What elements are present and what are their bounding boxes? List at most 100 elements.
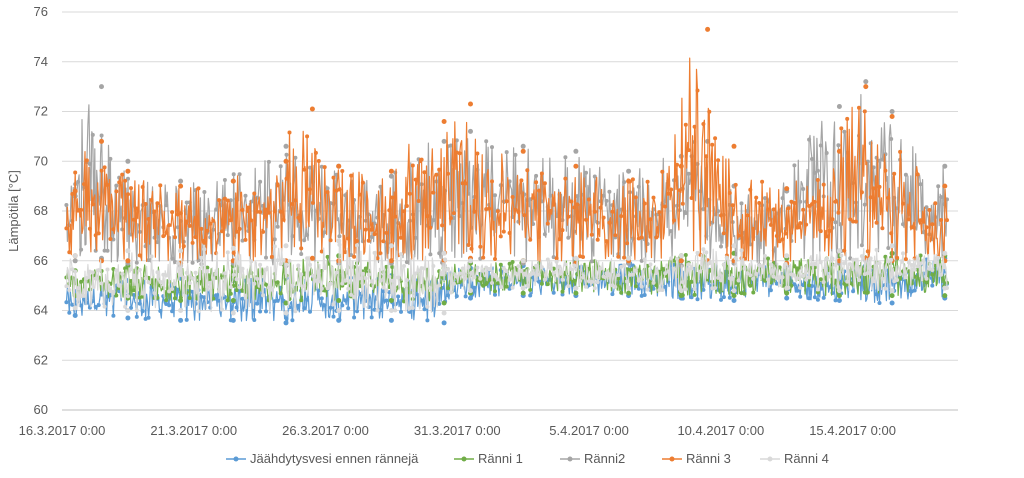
data-point	[131, 293, 136, 297]
data-point	[880, 226, 885, 231]
data-point	[719, 213, 723, 218]
data-point	[178, 317, 184, 323]
data-point	[283, 310, 289, 316]
data-point	[768, 262, 773, 267]
data-point	[836, 293, 842, 299]
data-point	[504, 269, 509, 273]
data-point	[155, 201, 160, 206]
data-point	[134, 308, 139, 313]
data-point	[862, 290, 867, 295]
data-point	[510, 195, 515, 199]
data-point	[859, 190, 864, 195]
data-point	[446, 266, 450, 271]
data-point	[404, 204, 409, 208]
data-point	[619, 290, 624, 295]
data-point	[469, 270, 474, 275]
data-point	[360, 271, 365, 276]
data-point	[705, 26, 711, 32]
data-point	[836, 298, 842, 303]
data-point	[678, 163, 684, 169]
data-point	[137, 267, 142, 272]
data-point	[490, 281, 494, 285]
data-point	[504, 199, 509, 204]
data-point	[284, 152, 289, 157]
data-point	[851, 257, 856, 262]
data-point	[246, 278, 251, 283]
data-point	[349, 173, 354, 178]
data-point	[469, 246, 474, 251]
data-point	[272, 209, 277, 214]
data-point	[493, 289, 497, 294]
data-point	[193, 270, 198, 275]
data-point	[845, 282, 850, 287]
data-point	[357, 276, 362, 281]
data-point	[319, 286, 324, 291]
data-point	[463, 181, 468, 186]
data-point	[416, 199, 421, 203]
data-point	[504, 150, 509, 155]
data-point	[178, 248, 184, 254]
data-point	[719, 278, 723, 283]
data-point	[792, 282, 797, 287]
data-point	[125, 158, 131, 164]
data-point	[425, 318, 430, 323]
data-point	[663, 204, 668, 209]
legend-label: Ränni 1	[478, 451, 523, 466]
data-point	[768, 288, 773, 293]
data-point	[636, 286, 641, 291]
data-point	[137, 253, 142, 258]
data-point	[719, 297, 723, 302]
data-point	[384, 298, 389, 303]
data-point	[807, 296, 812, 301]
data-point	[146, 280, 151, 285]
data-point	[388, 298, 394, 303]
data-point	[243, 237, 248, 242]
data-point	[573, 285, 579, 291]
data-point	[566, 284, 571, 289]
data-point	[472, 209, 477, 214]
data-point	[581, 255, 585, 259]
data-point	[845, 279, 850, 284]
data-point	[513, 271, 518, 276]
data-point	[205, 265, 210, 270]
data-point	[410, 306, 415, 310]
data-point	[545, 257, 550, 262]
data-point	[93, 304, 98, 309]
data-point	[230, 178, 236, 184]
data-point	[134, 314, 139, 319]
data-point	[237, 226, 242, 231]
data-point	[868, 256, 873, 261]
data-point	[67, 310, 72, 315]
data-point	[173, 296, 177, 301]
data-point	[901, 201, 905, 206]
data-point	[90, 202, 95, 207]
data-point	[660, 267, 665, 271]
data-point	[428, 225, 433, 230]
data-point	[522, 213, 527, 218]
data-point	[626, 255, 632, 261]
data-point	[821, 280, 826, 285]
data-point	[713, 136, 718, 141]
data-point	[498, 183, 503, 188]
data-point	[915, 264, 920, 269]
data-point	[874, 220, 879, 225]
data-point	[736, 233, 741, 238]
data-point	[399, 309, 403, 314]
data-point	[79, 294, 84, 299]
data-point	[760, 264, 765, 269]
data-point	[360, 180, 365, 185]
data-point	[211, 296, 216, 301]
data-point	[437, 301, 442, 306]
data-point	[336, 298, 342, 303]
data-point	[278, 164, 283, 169]
data-point	[886, 195, 891, 200]
data-point	[824, 234, 829, 239]
data-point	[120, 271, 125, 276]
data-point	[495, 209, 500, 214]
data-point	[513, 152, 518, 157]
data-point	[187, 223, 192, 228]
data-point	[225, 250, 230, 255]
data-point	[798, 285, 803, 290]
data-point	[413, 271, 418, 276]
data-point	[90, 270, 95, 275]
